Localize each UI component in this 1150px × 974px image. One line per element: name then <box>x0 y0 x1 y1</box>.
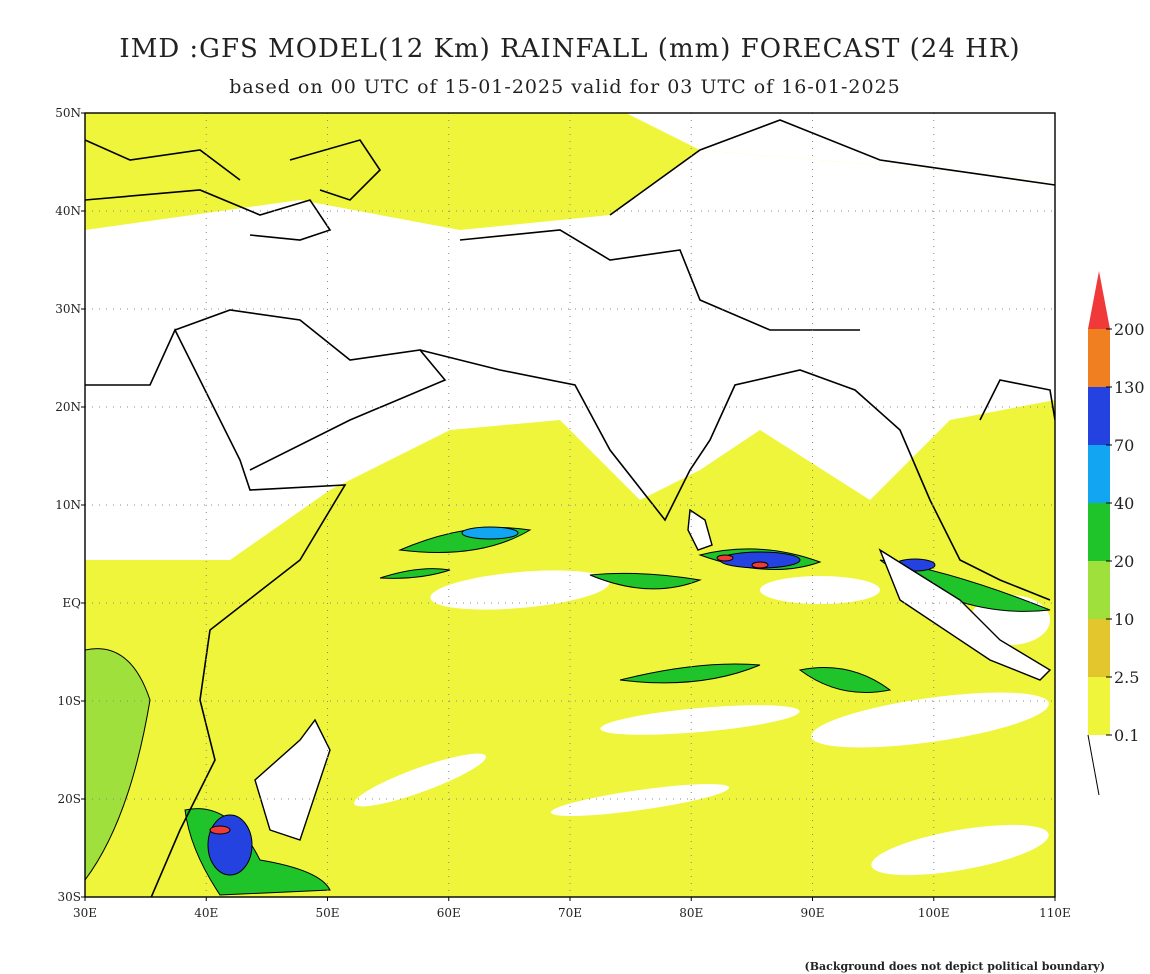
legend-label: 130 <box>1114 378 1145 397</box>
lat-label: 40N <box>55 204 81 218</box>
coastlines <box>85 119 1055 897</box>
colorbar: 0.1 2.5 10 20 40 70 130 200 <box>1087 271 1145 796</box>
lon-label: 30E <box>73 906 97 920</box>
legend-label: 200 <box>1114 320 1145 339</box>
legend-label: 2.5 <box>1114 668 1139 687</box>
lon-label: 110E <box>1039 906 1071 920</box>
lat-label: 30S <box>58 890 82 904</box>
lon-label: 50E <box>315 906 339 920</box>
legend-swatch <box>1088 271 1110 329</box>
lon-label: 80E <box>679 906 703 920</box>
lat-label: 20N <box>55 400 81 414</box>
legend-label: 40 <box>1114 494 1134 513</box>
dry-areas <box>85 113 1055 876</box>
lon-label: 40E <box>194 906 218 920</box>
legend-swatch <box>1088 619 1110 677</box>
ticks: 50N 40N 30N 20N 10N EQ 10S 20S 30S 30E 40E 50E 60E 70… <box>55 106 1071 920</box>
legend-swatch <box>1088 677 1110 735</box>
subtitle: based on 00 UTC of 15-01-2025 valid for … <box>229 76 901 98</box>
legend-swatch <box>1088 503 1110 561</box>
legend-label: 10 <box>1114 610 1134 629</box>
lat-label: 20S <box>58 792 82 806</box>
lat-label: EQ <box>62 596 81 610</box>
legend-swatch <box>1088 329 1110 387</box>
legend-tail <box>1087 734 1100 796</box>
lat-label: 30N <box>55 302 81 316</box>
lat-label: 10S <box>58 694 82 708</box>
legend-swatch <box>1088 561 1110 619</box>
footnote: (Background does not depict political bo… <box>805 960 1105 973</box>
lon-label: 70E <box>558 906 582 920</box>
map: 50N 40N 30N 20N 10N EQ 10S 20S 30S 30E 40E 50E 60E 70… <box>55 106 1071 920</box>
rain-bands <box>85 526 1051 896</box>
title: IMD :GFS MODEL(12 Km) RAINFALL (mm) FORE… <box>119 34 1020 64</box>
legend-swatch <box>1088 387 1110 445</box>
legend-swatch <box>1088 445 1110 503</box>
legend-label: 0.1 <box>1114 726 1139 745</box>
lat-label: 50N <box>55 106 81 120</box>
graticule <box>85 113 1055 897</box>
legend-label: 20 <box>1114 552 1134 571</box>
lon-label: 90E <box>800 906 824 920</box>
lat-label: 10N <box>55 498 81 512</box>
lon-label: 60E <box>437 906 461 920</box>
lon-label: 100E <box>918 906 950 920</box>
legend-label: 70 <box>1114 436 1134 455</box>
